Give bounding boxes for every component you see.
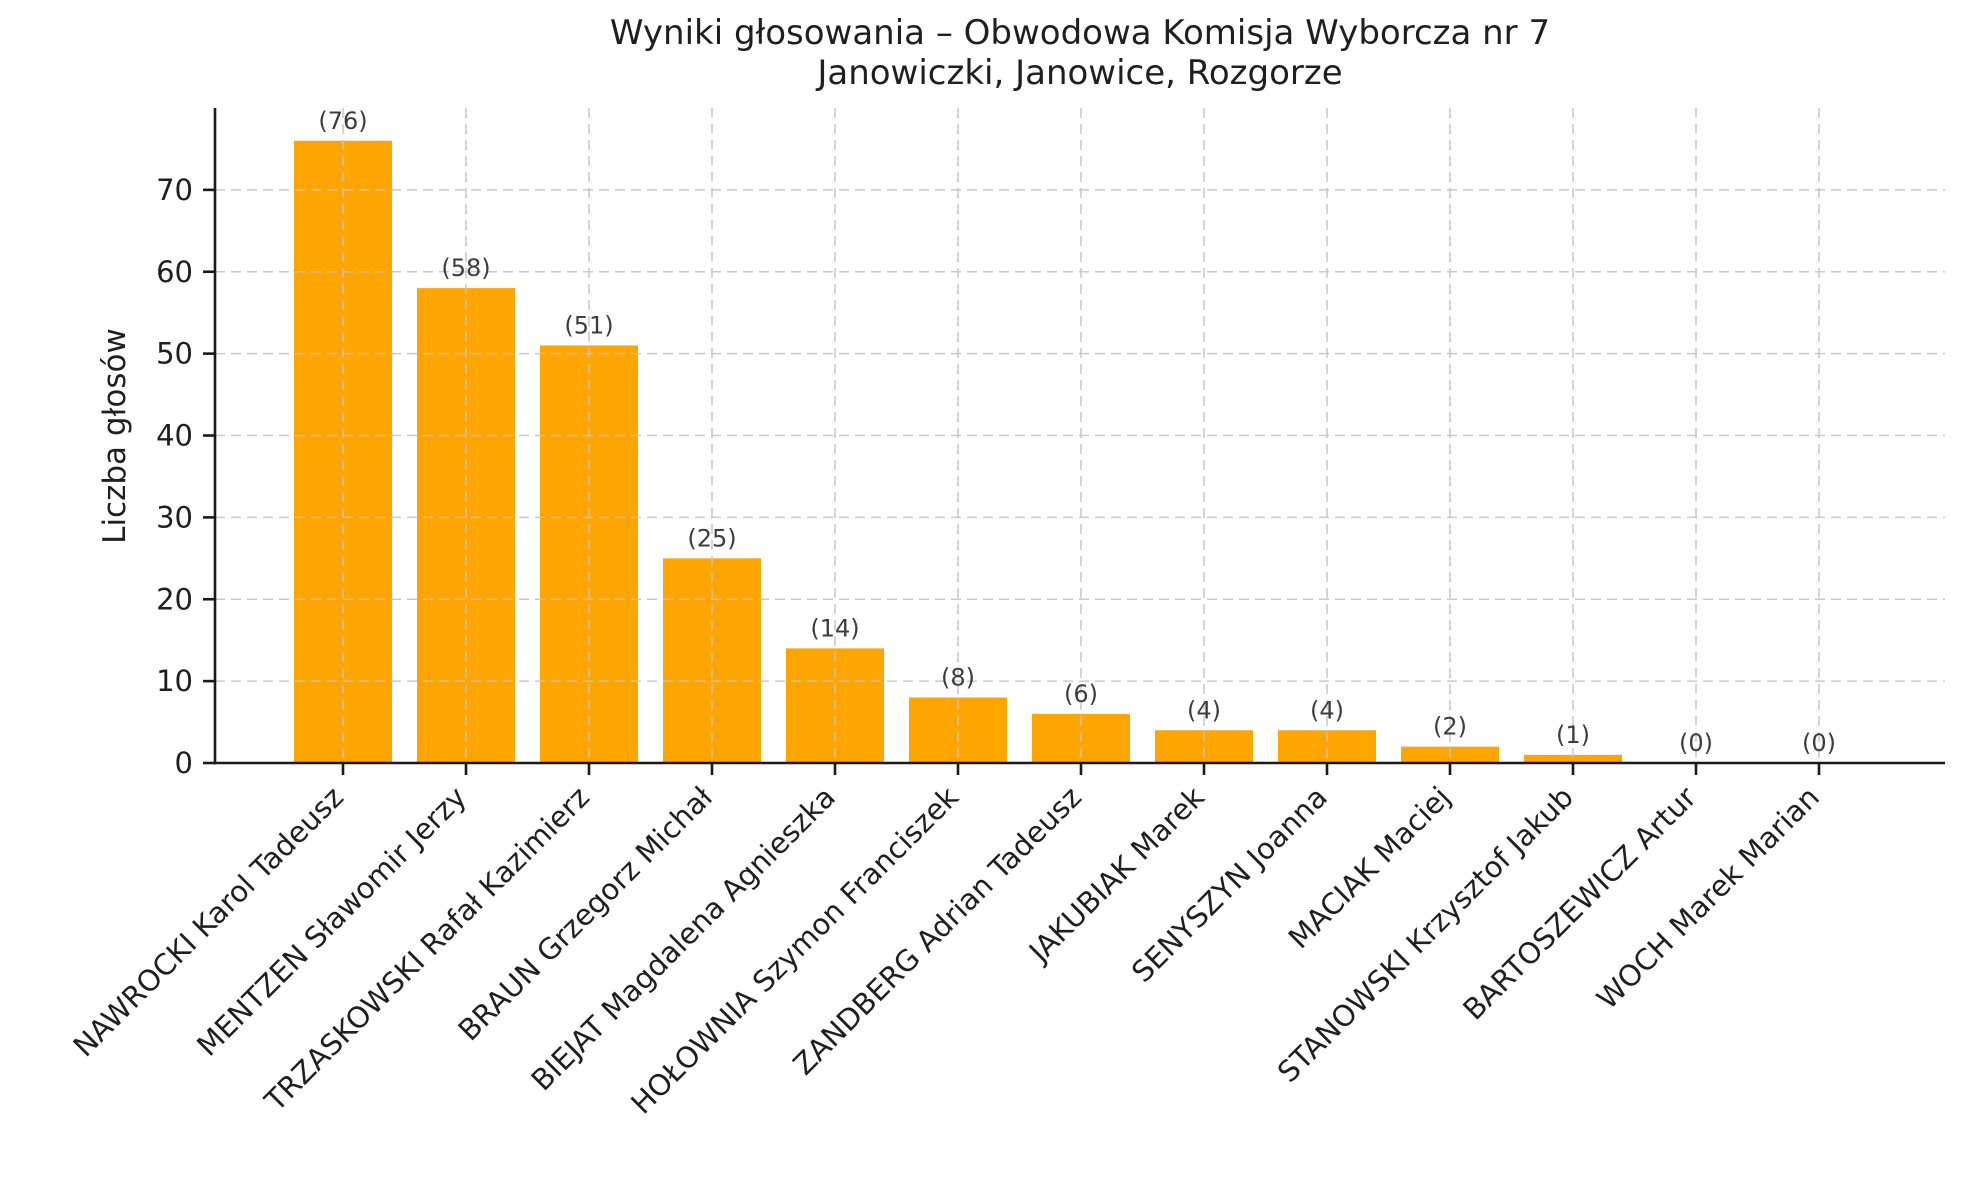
y-tick-label: 60: [156, 255, 193, 289]
bar-value-annotation: (0): [1802, 729, 1836, 757]
x-tick-label: BARTOSZEWICZ Artur: [1456, 780, 1703, 1027]
y-tick-label: 30: [156, 500, 193, 534]
y-tick-label: 50: [156, 337, 193, 371]
bar-value-annotation: (4): [1310, 696, 1344, 724]
bar-value-annotation: (0): [1679, 729, 1713, 757]
x-tick-label: WOCH Marek Marian: [1590, 780, 1826, 1016]
bar-value-annotation: (58): [441, 254, 490, 282]
y-tick-label: 20: [156, 582, 193, 616]
y-tick-label: 70: [156, 173, 193, 207]
bar: [1524, 754, 1622, 763]
bar-value-annotation: (14): [810, 614, 859, 642]
bar-value-annotation: (6): [1064, 680, 1098, 708]
y-tick-label: 10: [156, 664, 193, 698]
x-tick-label: BRAUN Grzegorz Michał: [451, 779, 719, 1047]
y-axis-label: Liczba głosów: [97, 328, 133, 544]
bar-value-annotation: (76): [318, 107, 367, 135]
bar-value-annotation: (25): [687, 524, 736, 552]
chart-title-line1: Wyniki głosowania – Obwodowa Komisja Wyb…: [610, 13, 1550, 53]
bar-value-annotation: (4): [1187, 696, 1221, 724]
bar-value-annotation: (51): [564, 311, 613, 339]
bar-value-annotation: (8): [941, 664, 975, 692]
y-tick-label: 40: [156, 419, 193, 453]
bar-value-annotation: (1): [1556, 721, 1590, 749]
y-tick-label: 0: [175, 746, 193, 780]
bar-value-annotation: (2): [1433, 713, 1467, 741]
axes-layer: [203, 108, 1945, 775]
grid-layer: [215, 108, 1945, 763]
chart-title-line2: Janowiczki, Janowice, Rozgorze: [815, 53, 1342, 93]
